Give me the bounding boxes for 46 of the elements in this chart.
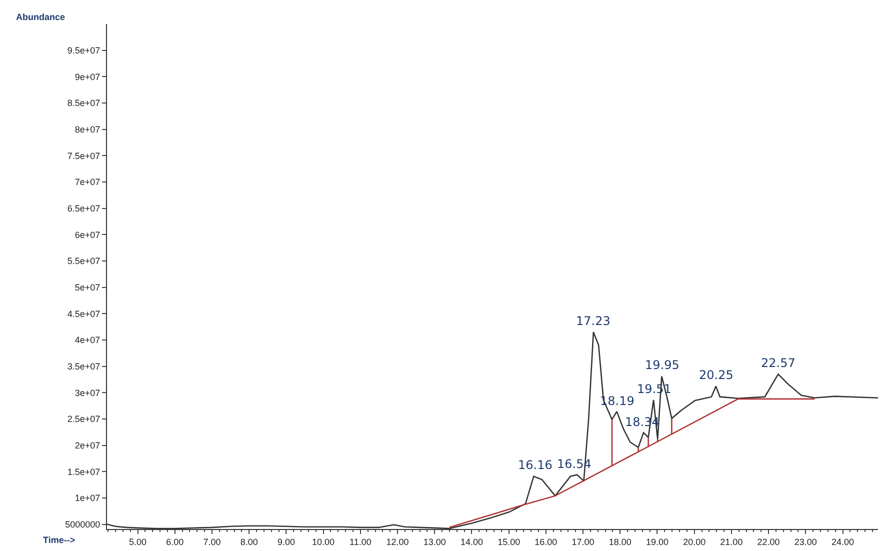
x-tick-label: 8.00: [240, 536, 258, 547]
y-tick-label: 9.5e+07: [67, 45, 100, 56]
y-axis-title: Abundance: [16, 12, 66, 22]
y-tick-label: 2.5e+07: [67, 414, 100, 424]
y-tick-label: 8e+07: [74, 124, 100, 134]
y-tick-label: 5e+07: [74, 282, 100, 292]
x-tick-label: 15.00: [498, 536, 520, 547]
annotation: 22.57: [761, 356, 796, 370]
x-tick-label: 7.00: [203, 536, 221, 547]
x-tick-label: 24.00: [831, 536, 854, 547]
x-tick-label: 18.00: [608, 536, 632, 547]
annotation: 20.25: [699, 368, 734, 382]
x-tick-label: 23.00: [794, 536, 817, 547]
y-tick-label: 9e+07: [74, 72, 100, 82]
x-tick-label: 9.00: [277, 536, 295, 547]
annotation: 16.16: [518, 458, 552, 472]
annotation: 17.23: [576, 314, 610, 328]
x-tick-label: 19.00: [646, 536, 669, 547]
x-tick-label: 10.00: [312, 536, 335, 547]
y-tick-label: 4.5e+07: [67, 308, 100, 319]
y-tick-label: 4e+07: [74, 335, 100, 346]
y-tick-label: 1e+07: [74, 493, 100, 504]
y-tick-label: 8.5e+07: [67, 98, 100, 108]
y-tick-label: 3e+07: [74, 388, 100, 398]
y-tick-label: 2e+07: [74, 440, 100, 450]
x-tick-label: 5.00: [129, 536, 147, 547]
x-tick-label: 17.00: [572, 536, 594, 547]
y-tick-label: 5.5e+07: [67, 256, 100, 266]
x-tick-label: 6.00: [166, 536, 184, 547]
x-tick-label: 21.00: [720, 536, 743, 547]
x-tick-label: 11.00: [349, 536, 372, 547]
y-tick-label: 1.5e+07: [67, 466, 100, 477]
x-tick-label: 16.00: [534, 536, 558, 547]
y-tick-label: 7e+07: [74, 177, 100, 188]
y-tick-label: 7.5e+07: [67, 150, 100, 161]
x-tick-label: 22.00: [757, 536, 780, 547]
x-axis-title: Time-->: [43, 535, 76, 545]
x-tick-label: 20.00: [683, 536, 706, 547]
y-tick-label: 6e+07: [74, 230, 100, 240]
x-tick-label: 13.00: [423, 536, 446, 547]
x-tick-label: 12.00: [386, 536, 409, 547]
annotation: 19.95: [645, 358, 680, 372]
y-tick-label: 6.5e+07: [67, 203, 100, 214]
y-tick-label: 3.5e+07: [67, 361, 100, 372]
x-tick-label: 14.00: [460, 536, 483, 547]
y-tick-label: 5000000: [65, 519, 100, 530]
